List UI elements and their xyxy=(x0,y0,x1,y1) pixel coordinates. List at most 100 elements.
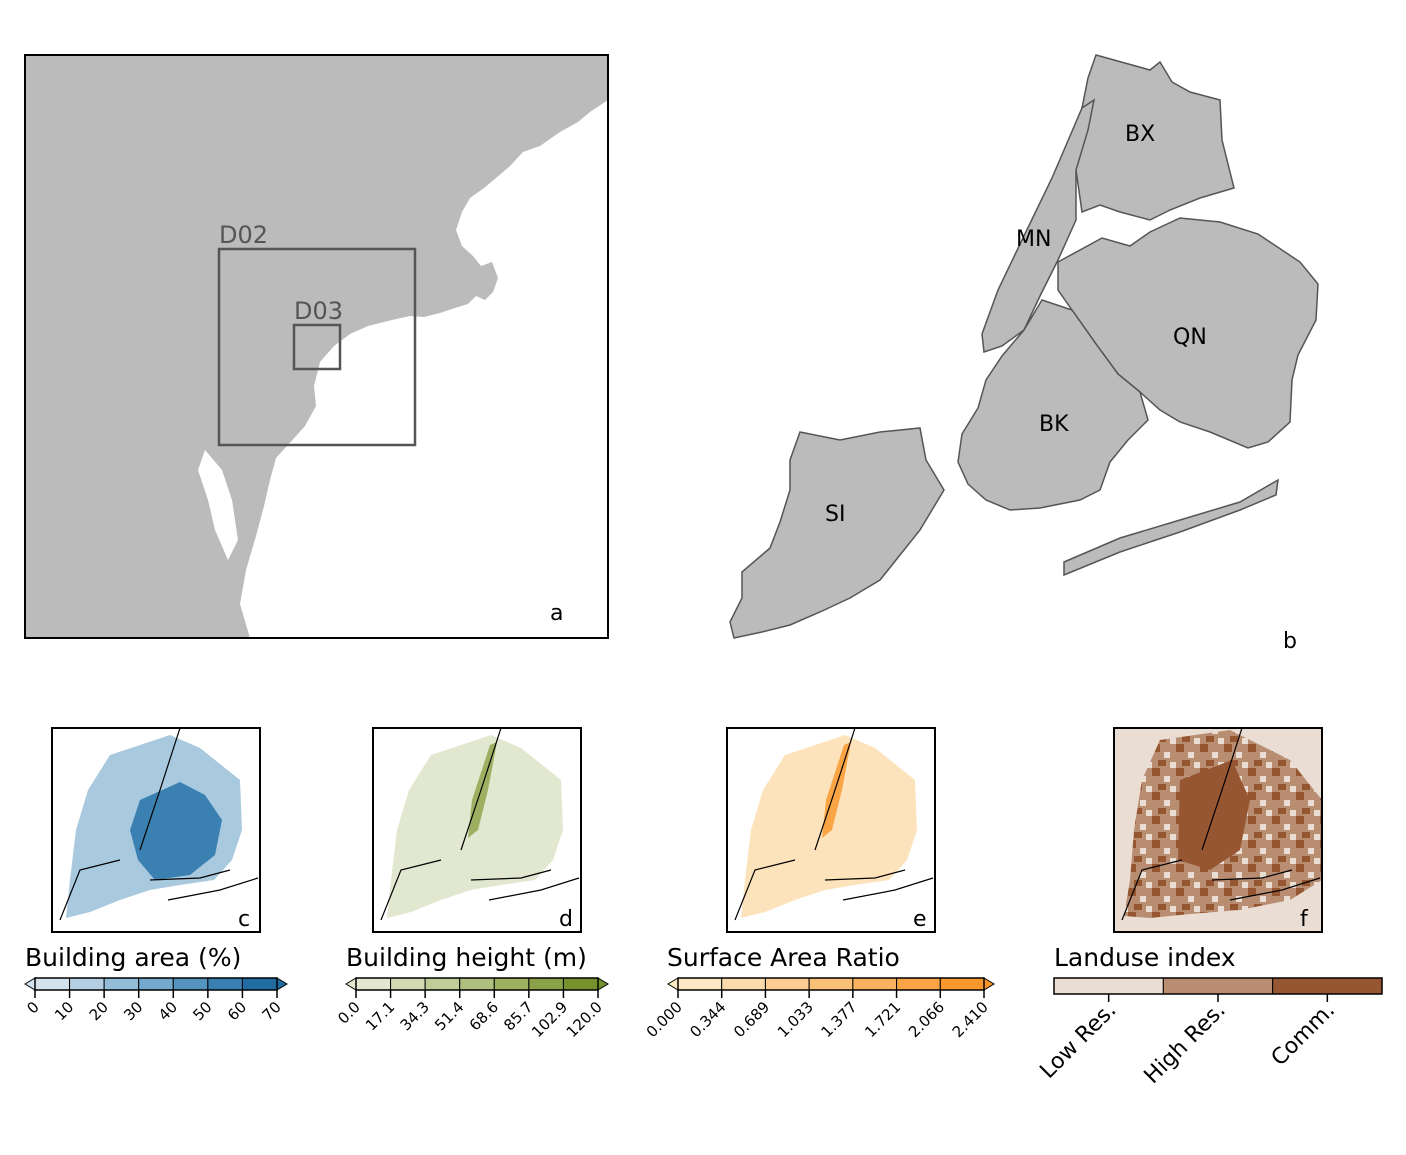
colorbar-extend-low xyxy=(24,977,36,991)
colorbar-segment xyxy=(390,977,426,991)
colorbar-outline xyxy=(677,977,985,991)
panel-c-frame xyxy=(51,727,261,933)
panel-d-label: d xyxy=(559,907,573,932)
colorbar-tick-label: 50 xyxy=(189,998,215,1024)
colorbar-tick-label: 2.410 xyxy=(949,998,992,1041)
colorbar-extend-high xyxy=(276,977,288,991)
colorbar-segment xyxy=(1162,977,1274,995)
building-area-dense xyxy=(130,782,222,880)
colorbar-tick-label: 10 xyxy=(51,998,77,1024)
colorbar-tick-label: High Res. xyxy=(1140,998,1231,1089)
colorbar-tick-label: 1.721 xyxy=(861,998,904,1041)
colorbar-tick-label: 1.033 xyxy=(774,998,817,1041)
borough-label-bx: BX xyxy=(1125,122,1155,147)
panel-f-frame xyxy=(1113,727,1323,933)
colorbar-segment xyxy=(1272,977,1383,995)
domain-d03-box xyxy=(292,323,342,371)
colorbar-segment xyxy=(103,977,140,991)
colorbar-title: Building area (%) xyxy=(25,943,241,972)
colorbar-segment xyxy=(424,977,461,991)
colorbar-segment xyxy=(241,977,278,991)
panel-f-label: f xyxy=(1300,907,1309,932)
colorbar-surface-area-ratio: Surface Area Ratio 0.000 0.344 0.689 1.033 1… xyxy=(643,943,995,1041)
borough-label-qn: QN xyxy=(1173,325,1207,350)
colorbar-tick-label: 120.0 xyxy=(563,998,606,1041)
colorbar-segment xyxy=(138,977,174,991)
panel-d-frame xyxy=(372,727,582,933)
colorbar-segment xyxy=(207,977,243,991)
borough-rockaway xyxy=(1063,478,1279,577)
colorbar-segment xyxy=(896,977,941,991)
colorbar-segment xyxy=(852,977,898,991)
colorbar-tick-label: 51.4 xyxy=(431,998,467,1034)
colorbar-title: Landuse index xyxy=(1054,943,1236,972)
domain-d02-label: D02 xyxy=(219,221,268,249)
colorbar-tick-label: 1.377 xyxy=(818,998,861,1041)
colorbar-segment xyxy=(808,977,854,991)
colorbar-building-area: Building area (%) 0 10 20 30 40 50 60 70 xyxy=(23,943,288,1024)
colorbar-extend-low xyxy=(667,977,679,991)
colorbar-tick-label: 0.0 xyxy=(334,998,364,1028)
coastline xyxy=(1121,728,1321,921)
panel-e-map: e xyxy=(726,727,936,933)
colorbar-tick-label: 20 xyxy=(86,998,112,1024)
colorbar-segment xyxy=(172,977,209,991)
colorbar-outline xyxy=(34,977,278,991)
borough-label-si: SI xyxy=(825,502,845,527)
panel-d-map: d xyxy=(372,727,582,933)
borough-label-mn: MN xyxy=(1016,227,1051,252)
colorbar-segment xyxy=(721,977,766,991)
colorbar-segment xyxy=(562,977,599,991)
colorbar-segment xyxy=(764,977,810,991)
panel-b-map xyxy=(729,54,1319,639)
borough-labels: BX MN QN BK SI xyxy=(825,122,1207,527)
colorbar-tick-label: 102.9 xyxy=(528,998,571,1041)
colorbar-segment xyxy=(34,977,71,991)
colorbar-tick-label: 60 xyxy=(224,998,250,1024)
colorbar-tick-label: 40 xyxy=(155,998,181,1024)
borough-staten-island xyxy=(729,427,945,639)
coastline xyxy=(59,728,259,921)
borough-label-bk: BK xyxy=(1039,412,1069,437)
colorbar-segment xyxy=(1053,977,1164,995)
colorbar-segment xyxy=(493,977,530,991)
panel-b-label: b xyxy=(1283,629,1297,654)
colorbar-extend-low xyxy=(345,977,357,991)
domain-d02-box xyxy=(217,247,417,447)
domain-d03-label: D03 xyxy=(294,297,343,325)
colorbar-tick-label: 17.1 xyxy=(362,998,398,1034)
colorbar-tick-label: 70 xyxy=(259,998,285,1024)
colorbar-outline xyxy=(355,977,599,991)
panel-c-map: c xyxy=(51,727,261,933)
bay-water xyxy=(198,450,238,560)
land-mass xyxy=(25,55,608,638)
colorbar-tick-label: 0.689 xyxy=(730,998,773,1041)
borough-brooklyn xyxy=(957,299,1149,511)
colorbar-landuse-index: Landuse index Low Res. High Res. Comm. xyxy=(1035,943,1383,1089)
colorbar-segment xyxy=(355,977,392,991)
colorbar-tick-label: 0 xyxy=(23,998,42,1017)
colorbar-segment xyxy=(459,977,495,991)
colorbar-tick-label: 2.066 xyxy=(905,998,948,1041)
panel-a-frame xyxy=(24,54,609,639)
colorbar-tick-label: Low Res. xyxy=(1035,998,1121,1084)
colorbar-tick-label: 68.6 xyxy=(466,998,502,1034)
building-height-manhattan xyxy=(468,742,497,838)
colorbar-building-height: Building height (m) 0.017.134.351.468.68… xyxy=(334,943,609,1041)
colorbar-title: Surface Area Ratio xyxy=(667,943,900,972)
colorbar-extend-high xyxy=(983,977,995,991)
panel-e-frame xyxy=(726,727,936,933)
panel-f-map: f xyxy=(1113,727,1323,933)
panel-e-label: e xyxy=(913,907,927,932)
colorbar-segment xyxy=(677,977,723,991)
colorbar-extend-high xyxy=(597,977,609,991)
surface-area-ratio-manhattan xyxy=(822,742,851,838)
panel-a-label: a xyxy=(550,601,563,626)
panel-a-map: D02 D03 a xyxy=(24,54,609,639)
colorbar-tick-label: Comm. xyxy=(1267,998,1340,1071)
colorbar-tick-label: 0.000 xyxy=(643,998,686,1041)
colorbar-tick-label: 34.3 xyxy=(397,998,433,1034)
coastline xyxy=(380,728,580,921)
colorbar-tick-label: 30 xyxy=(120,998,146,1024)
